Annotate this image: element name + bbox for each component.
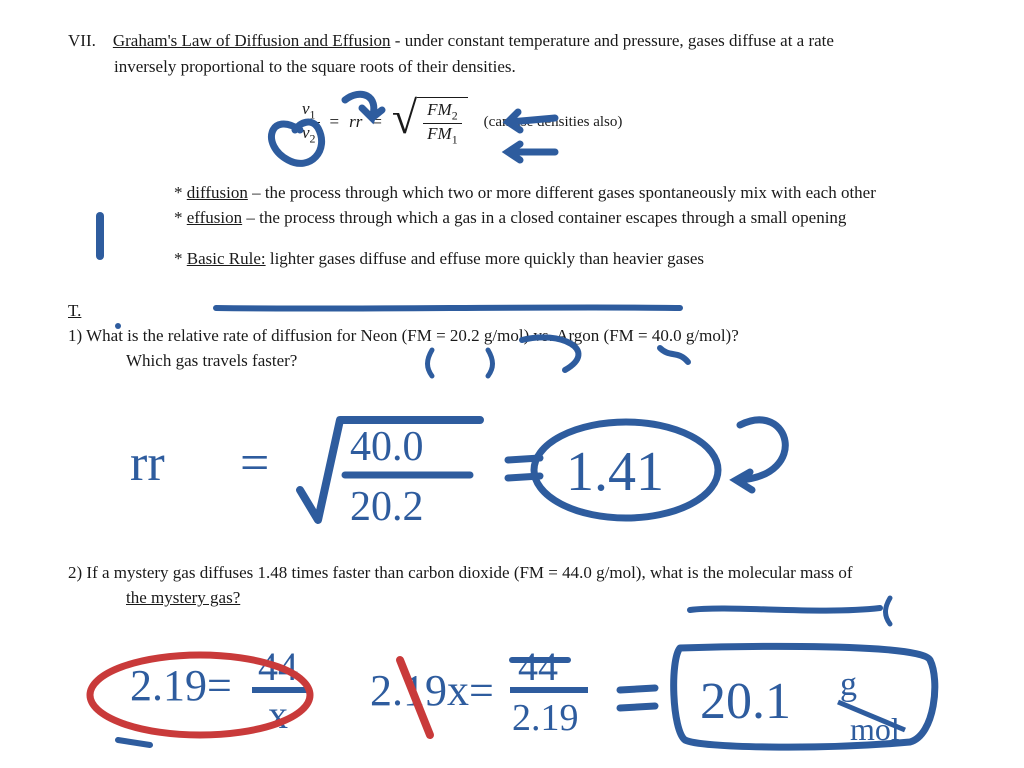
equals1: = [330, 112, 340, 132]
roman-numeral: VII. [68, 31, 96, 50]
t-label: T. [68, 301, 984, 321]
diffusion-def: * diffusion – the process through which … [174, 180, 984, 206]
hand-p2-ans: 20.1 [700, 673, 791, 730]
section-heading: VII. Graham's Law of Diffusion and Effus… [68, 28, 984, 79]
effusion-def: * effusion – the process through which a… [174, 205, 984, 231]
q2-line1: 2) If a mystery gas diffuses 1.48 times … [68, 560, 984, 586]
sqrt-expression: √ FM2 FM1 [392, 97, 468, 148]
heading-line2: inversely proportional to the square roo… [114, 54, 984, 80]
q2-line2: the mystery gas? [126, 585, 984, 611]
hand-p2-left: 2.19= [130, 661, 232, 710]
section-title: Graham's Law of Diffusion and Effusion [113, 31, 391, 50]
hand-p2-left-num: 44 [258, 644, 298, 689]
hand-p2-mid: 2.19x= [370, 666, 494, 715]
question-2: 2) If a mystery gas diffuses 1.48 times … [68, 560, 984, 611]
hand-p2-mid-den: 2.19 [512, 697, 579, 739]
hand-p2-mid-num: 44 [518, 644, 558, 689]
svg-text:g: g [840, 666, 857, 703]
rr-symbol: rr [349, 112, 362, 132]
question-1: 1) What is the relative rate of diffusio… [68, 323, 984, 374]
basic-rule: * Basic Rule: lighter gases diffuse and … [174, 249, 984, 269]
heading-rest: - under constant temperature and pressur… [395, 31, 834, 50]
formula: v1 v2 = rr = √ FM2 FM1 (can use densitie… [298, 97, 984, 148]
worksheet-body: VII. Graham's Law of Diffusion and Effus… [68, 28, 984, 611]
hand-p2-left-den: x [268, 692, 288, 737]
q1-line2: Which gas travels faster? [126, 348, 984, 374]
density-note: (can use densities also) [484, 114, 623, 131]
svg-text:mol: mol [850, 711, 900, 747]
q1-line1: 1) What is the relative rate of diffusio… [68, 323, 984, 349]
velocity-fraction: v1 v2 [298, 99, 320, 147]
definitions: * diffusion – the process through which … [174, 180, 984, 231]
equals2: = [372, 112, 382, 132]
